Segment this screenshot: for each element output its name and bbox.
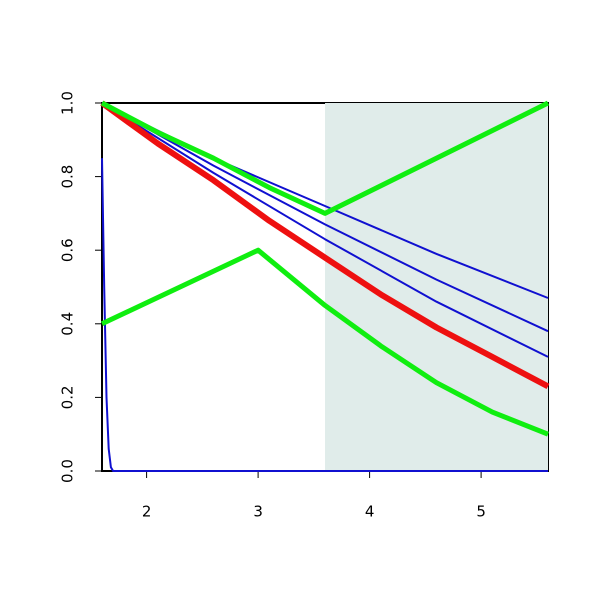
data-line [100,247,549,437]
y-tick-label: 0.2 [59,385,77,409]
shaded-region [325,103,548,471]
x-tick-label: 2 [142,503,152,521]
y-tick-label: 0.8 [59,165,77,189]
y-tick-label: 1.0 [59,91,77,115]
y-tick-label: 0.4 [59,312,77,336]
x-tick-label: 4 [365,503,375,521]
data-line [100,100,550,390]
data-line [101,102,549,333]
data-line [100,100,550,216]
x-tick-label: 3 [253,503,263,521]
y-tick-label: 0.0 [59,459,77,483]
x-tick-label: 5 [476,503,486,521]
data-line [101,158,548,472]
y-tick-label: 0.6 [59,238,77,262]
data-line [101,102,549,358]
